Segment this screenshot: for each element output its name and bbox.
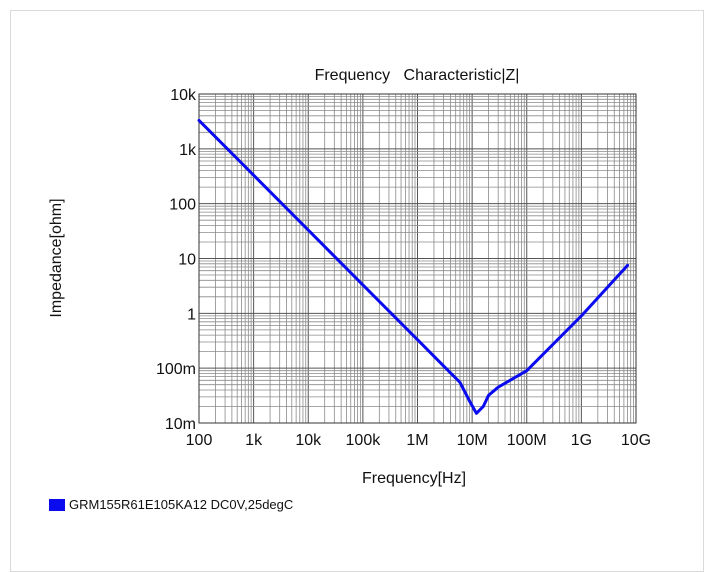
y-tick-label: 10m <box>165 416 196 433</box>
legend-label: GRM155R61E105KA12 DC0V,25degC <box>69 497 294 512</box>
y-axis-label: Impedance[ohm] <box>48 198 65 317</box>
x-tick-label: 1k <box>245 432 263 449</box>
x-tick-label: 10M <box>457 432 488 449</box>
chart-frame <box>10 10 704 572</box>
y-tick-label: 1 <box>187 306 196 323</box>
x-tick-label: 10k <box>295 432 322 449</box>
tick-labels: 100 1k 10k 100k 1M 10M 100M 1G 10G 10k 1k 100 10 1 100… <box>156 87 651 449</box>
legend: GRM155R61E105KA12 DC0V,25degC <box>49 497 293 512</box>
plot-border <box>198 93 637 424</box>
grid-lines <box>198 94 636 424</box>
x-tick-label: 100M <box>507 432 547 449</box>
chart-title: Frequency Characteristic|Z| <box>315 67 520 84</box>
x-axis-label: Frequency[Hz] <box>362 470 466 487</box>
y-tick-label: 100m <box>156 361 196 378</box>
x-tick-label: 100k <box>346 432 382 449</box>
y-tick-label: 10 <box>178 252 196 269</box>
x-tick-label: 100 <box>186 432 213 449</box>
x-tick-label: 1M <box>406 432 428 449</box>
x-tick-label: 1G <box>571 432 592 449</box>
y-tick-label: 100 <box>169 197 196 214</box>
y-tick-label: 10k <box>170 87 197 104</box>
y-tick-label: 1k <box>179 142 197 159</box>
legend-swatch <box>49 498 65 511</box>
impedance-curve <box>197 118 630 415</box>
x-tick-label: 10G <box>621 432 651 449</box>
